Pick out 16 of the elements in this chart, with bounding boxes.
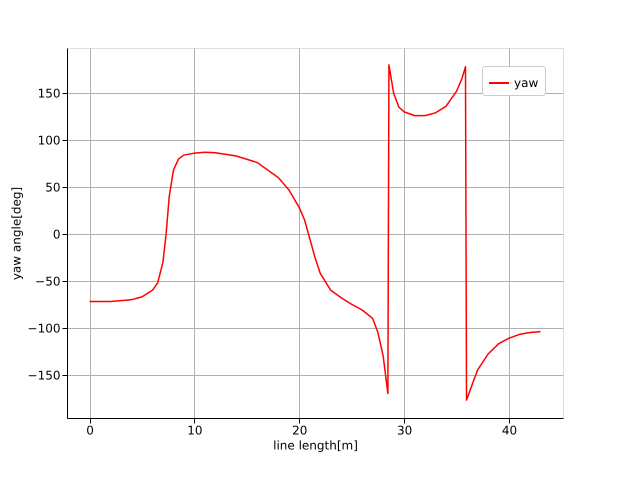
x-tick-label: 20: [292, 424, 308, 438]
y-axis-title: yaw angle[deg]: [10, 186, 24, 280]
y-tick-label: 100: [38, 134, 60, 148]
y-tick-label: 50: [45, 180, 60, 194]
x-tick-label: 30: [396, 424, 412, 438]
y-tick-label: 0: [52, 227, 60, 242]
x-axis-title: line length[m]: [273, 438, 358, 452]
x-tick-label: 40: [502, 424, 518, 438]
x-tick-label: 10: [187, 424, 203, 438]
legend-label: yaw: [514, 76, 538, 90]
x-tick-label: 0: [86, 424, 94, 438]
y-tick-label: 150: [38, 86, 60, 101]
line-series: [88, 64, 542, 401]
y-tick-label: −100: [28, 321, 60, 336]
y-tick-label: −150: [28, 368, 60, 382]
y-tick-label: −50: [35, 274, 60, 288]
